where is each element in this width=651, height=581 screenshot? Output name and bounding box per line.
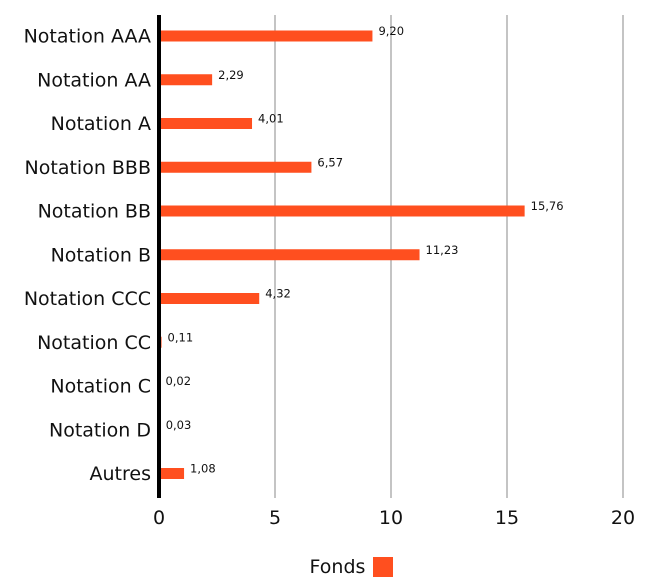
data-label: 1,08	[190, 462, 216, 476]
data-labels: 9,20 2,29 4,01 6,57 15,76 11,23 4,32 0,11 0,02 0,…	[165, 24, 563, 476]
category-label: Notation C	[50, 376, 151, 398]
category-label: Notation A	[51, 113, 151, 135]
category-label: Notation BB	[38, 201, 151, 223]
x-tick-label: 15	[495, 507, 519, 529]
legend-swatch	[373, 557, 394, 577]
bar	[159, 205, 525, 217]
data-label: 4,01	[258, 112, 284, 126]
data-label: 0,11	[168, 330, 194, 344]
data-label: 2,29	[218, 68, 244, 82]
bar	[159, 468, 185, 479]
category-label: Notation CC	[37, 332, 151, 354]
x-tick-label: 20	[611, 507, 635, 529]
category-label: Autres	[90, 463, 151, 485]
bar	[159, 293, 260, 304]
bar	[159, 249, 420, 261]
legend-item-fonds: Fonds	[310, 556, 394, 578]
category-label: Notation AA	[37, 69, 151, 91]
category-label: Notation BBB	[25, 157, 151, 179]
category-label: Notation B	[51, 244, 151, 266]
x-tick-label: 0	[153, 507, 165, 529]
data-label: 15,76	[531, 199, 564, 213]
x-tick-label: 5	[269, 507, 281, 529]
data-label: 6,57	[317, 155, 343, 169]
data-label: 11,23	[426, 243, 459, 257]
bars	[159, 30, 525, 479]
category-label: Notation CCC	[24, 288, 151, 310]
legend: Fonds	[0, 556, 651, 578]
bar	[159, 161, 312, 173]
x-tick-label: 10	[379, 507, 403, 529]
bar	[159, 30, 373, 42]
data-label: 0,02	[165, 374, 191, 388]
bar-chart: 9,20 2,29 4,01 6,57 15,76 11,23 4,32 0,11 0,02 0,…	[24, 15, 635, 529]
bar	[159, 118, 253, 129]
data-label: 0,03	[166, 418, 192, 432]
category-label: Notation D	[49, 419, 151, 441]
legend-label: Fonds	[309, 556, 366, 578]
category-labels: Notation AAA Notation AA Notation A Notatio…	[24, 26, 151, 486]
data-label: 9,20	[378, 24, 404, 38]
bar	[159, 74, 213, 86]
category-label: Notation AAA	[24, 26, 151, 48]
data-label: 4,32	[265, 287, 291, 301]
x-tick-labels: 0 5 10 15 20	[153, 507, 635, 529]
